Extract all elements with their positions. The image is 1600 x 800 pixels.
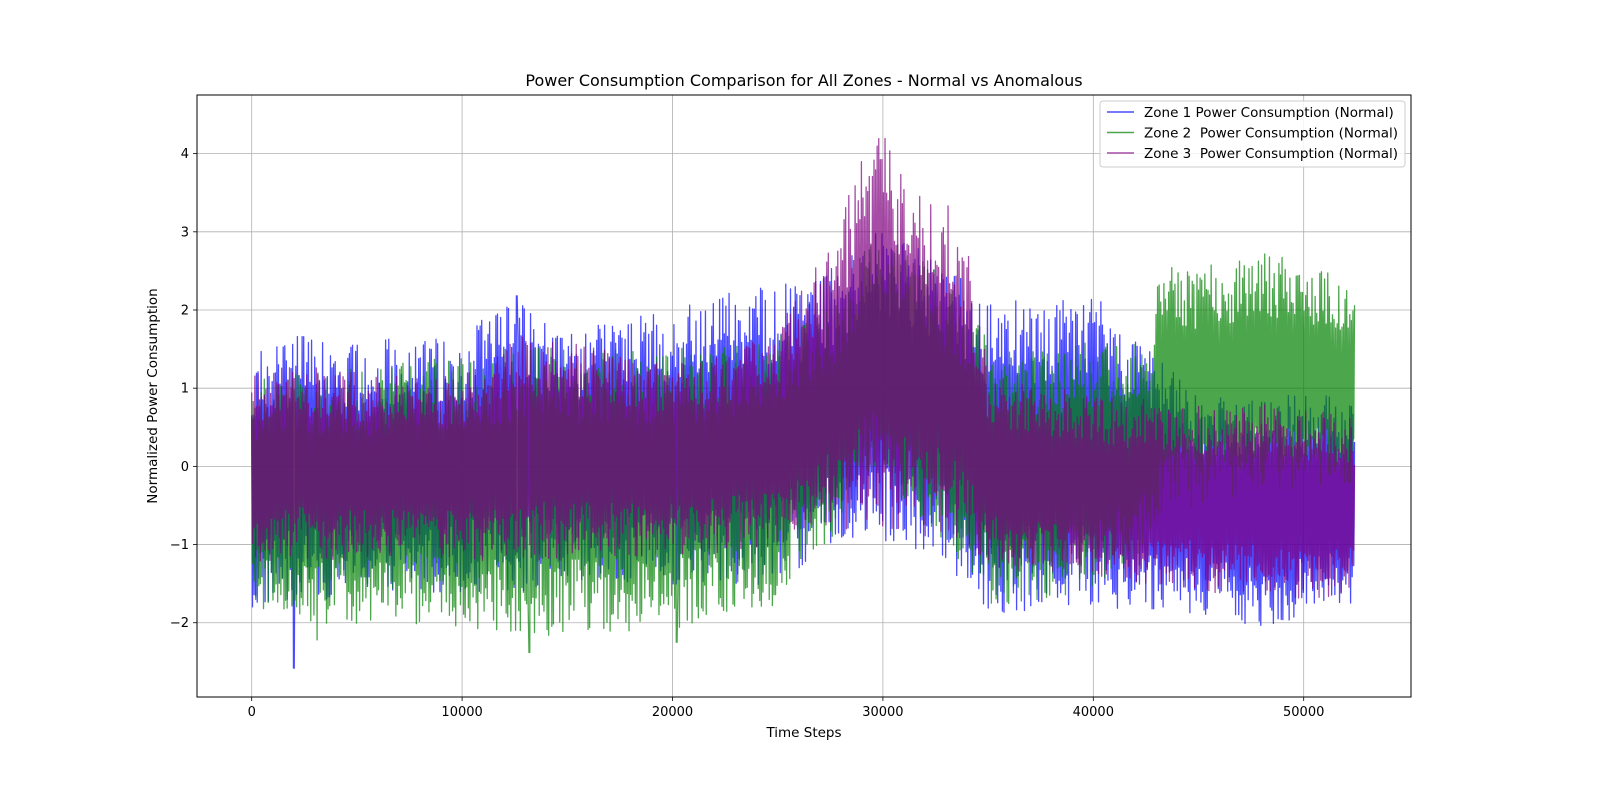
x-axis-label: Time Steps bbox=[765, 725, 841, 741]
x-tick-label: 20000 bbox=[652, 705, 693, 720]
plot-frame bbox=[196, 94, 1412, 698]
series-line-zone-3 bbox=[251, 137, 1356, 599]
y-tick-label: −1 bbox=[170, 538, 189, 553]
x-tick-label: 50000 bbox=[1283, 705, 1324, 720]
x-axis-ticks: 0 10000 20000 30000 40000 50000 bbox=[248, 697, 1324, 720]
legend-box bbox=[1099, 100, 1406, 168]
y-tick-label: 4 bbox=[181, 147, 189, 162]
legend-entry-label: Zone 3 Power Consumption (Normal) bbox=[1144, 146, 1398, 162]
y-axis-ticks: −2 −1 0 1 2 3 4 bbox=[170, 147, 197, 631]
y-tick-label: 2 bbox=[181, 304, 189, 319]
y-tick-label: 0 bbox=[181, 460, 189, 475]
y-tick-label: −2 bbox=[170, 616, 189, 631]
y-tick-label: 3 bbox=[181, 225, 189, 240]
x-tick-label: 40000 bbox=[1073, 705, 1114, 720]
series-layer bbox=[251, 137, 1356, 669]
y-tick-label: 1 bbox=[181, 382, 189, 397]
legend: Zone 1 Power Consumption (Normal) Zone 2 … bbox=[1099, 100, 1406, 168]
x-tick-label: 0 bbox=[248, 705, 256, 720]
y-axis-label: Normalized Power Consumption bbox=[145, 288, 161, 503]
legend-entry-label: Zone 2 Power Consumption (Normal) bbox=[1144, 126, 1398, 142]
chart-title: Power Consumption Comparison for All Zon… bbox=[525, 71, 1082, 90]
x-tick-label: 10000 bbox=[441, 705, 482, 720]
legend-entry-label: Zone 1 Power Consumption (Normal) bbox=[1144, 105, 1394, 121]
x-tick-label: 30000 bbox=[862, 705, 903, 720]
